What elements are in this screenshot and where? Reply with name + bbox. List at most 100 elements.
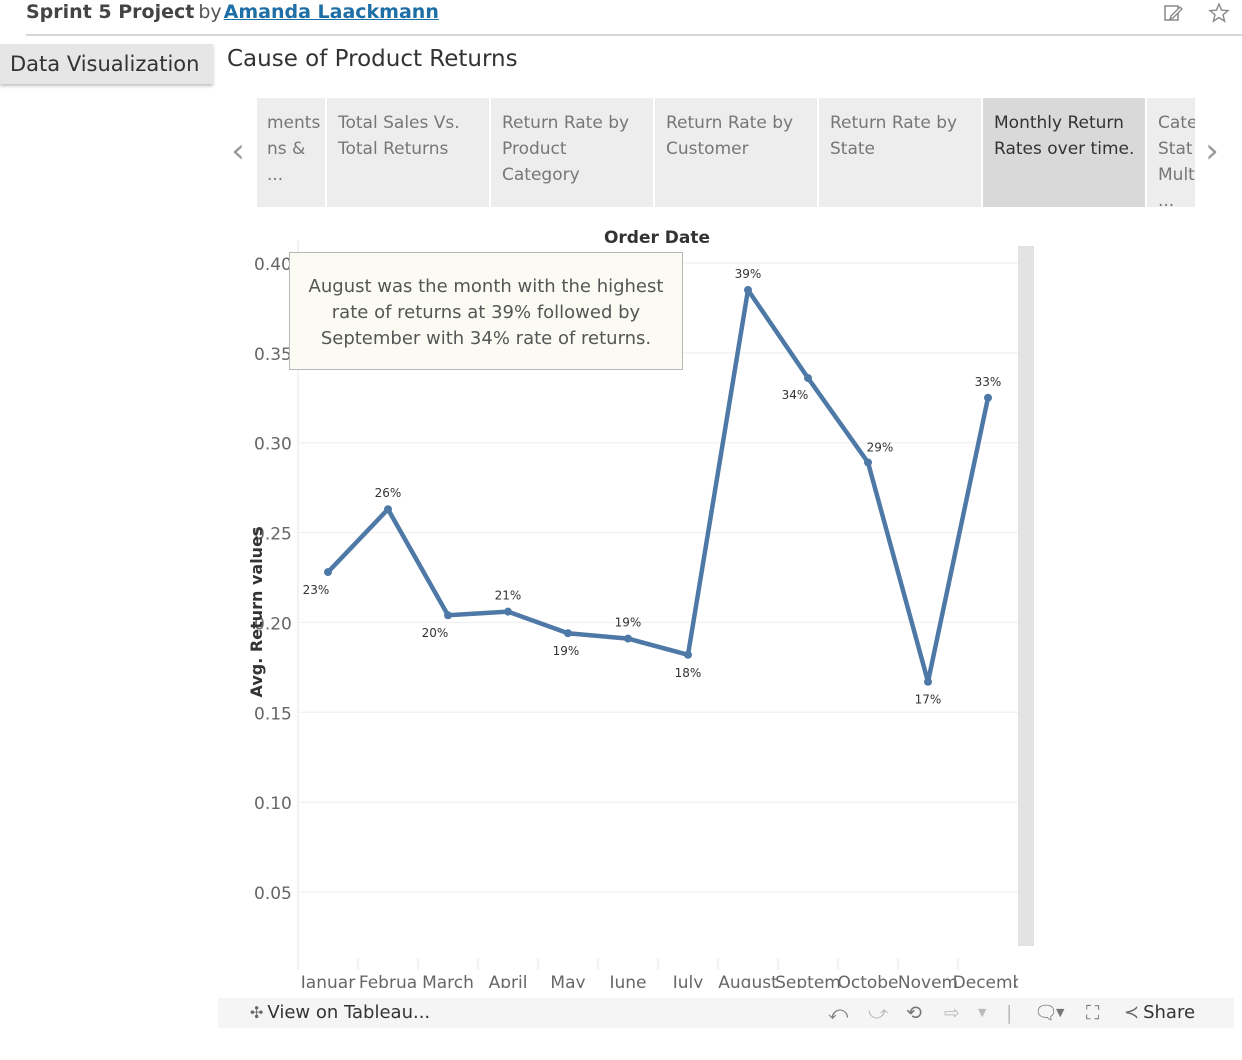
y-tick-label: 0.05 bbox=[254, 884, 292, 904]
x-tick-label: April bbox=[489, 973, 528, 993]
data-label: 18% bbox=[675, 666, 702, 680]
monthly-return-rate-chart: 0.05 0.10 0.15 0.20 0.25 0.30 0.35 0.40 Order Da… bbox=[247, 228, 1024, 993]
y-axis-label: Avg. Return values bbox=[247, 527, 266, 698]
data-label: 21% bbox=[495, 589, 522, 603]
chevron-right-icon[interactable]: › bbox=[1205, 131, 1219, 171]
data-point bbox=[444, 611, 452, 620]
fullscreen-icon[interactable]: ⛶ bbox=[1086, 1002, 1100, 1024]
y-tick-label: 0.35 bbox=[254, 345, 292, 365]
view-on-tableau-label: View on Tableau... bbox=[267, 1002, 431, 1023]
tab-label-line: Total Sales Vs. bbox=[338, 113, 460, 133]
share-icon: ≺ bbox=[1124, 1002, 1140, 1023]
x-tick-label: Novem bbox=[898, 973, 958, 993]
tab-label-line: ... bbox=[267, 165, 284, 185]
x-tick-label: August bbox=[718, 973, 778, 993]
chart-title: Order Date bbox=[604, 228, 710, 248]
star-icon[interactable] bbox=[1206, 0, 1232, 26]
edit-icon[interactable] bbox=[1160, 0, 1186, 26]
data-label: 23% bbox=[303, 583, 330, 597]
comment-icon[interactable]: 🗨 bbox=[1034, 1002, 1059, 1024]
y-tick-label: 0.15 bbox=[254, 704, 292, 724]
redo-icon[interactable]: ⤻ bbox=[868, 1002, 889, 1024]
tab-label-line: ments bbox=[267, 113, 321, 133]
data-point bbox=[984, 393, 992, 402]
data-label: 19% bbox=[553, 644, 580, 658]
x-tick-label: Februa bbox=[359, 973, 417, 993]
header-divider bbox=[26, 34, 1242, 36]
annotation-line: September with 34% rate of returns. bbox=[320, 328, 652, 349]
tab-total-sales-vs-returns[interactable]: Total Sales Vs. Total Returns bbox=[327, 98, 489, 207]
x-tick-label: Januar bbox=[300, 973, 355, 993]
y-tick-label: 0.20 bbox=[254, 614, 292, 634]
tab-label-line: Monthly Return bbox=[994, 113, 1124, 133]
share-label: Share bbox=[1143, 1002, 1196, 1023]
revert-icon[interactable]: ⟲ bbox=[906, 1002, 922, 1024]
y-tick-label: 0.30 bbox=[254, 435, 292, 455]
top-bar: Sprint 5 Project by Amanda Laackmann bbox=[0, 0, 1242, 36]
data-point bbox=[804, 374, 812, 383]
data-point bbox=[924, 677, 932, 686]
tab-label-line: Customer bbox=[666, 139, 749, 159]
data-label: 19% bbox=[615, 616, 642, 630]
data-label: 39% bbox=[735, 267, 762, 281]
tableau-toolbar: ✣ View on Tableau... ⤺ ⤻ ⟲ ⇨ ▼ | 🗨 ▼ ⛶ ≺ S… bbox=[218, 998, 1234, 1028]
tab-monthly-return-rates[interactable]: Monthly Return Rates over time. bbox=[983, 98, 1145, 207]
data-point bbox=[624, 634, 632, 643]
author-link[interactable]: Amanda Laackmann bbox=[223, 1, 439, 23]
tab-label-line: Stat bbox=[1158, 139, 1193, 159]
tab-category-state[interactable]: Cate Stat Mult ... bbox=[1147, 98, 1195, 207]
tab-return-rate-state[interactable]: Return Rate by State bbox=[819, 98, 981, 207]
tab-return-rate-product-category[interactable]: Return Rate by Product Category bbox=[491, 98, 653, 207]
view-on-tableau-link[interactable]: ✣ View on Tableau... bbox=[250, 1002, 430, 1023]
tab-label-line: State bbox=[830, 139, 875, 159]
tab-label-line: Mult bbox=[1158, 165, 1195, 185]
y-tick-label: 0.25 bbox=[254, 525, 292, 545]
x-tick-label: Octobe bbox=[837, 973, 898, 993]
x-tick-label: Septem bbox=[775, 973, 841, 993]
data-point bbox=[384, 505, 392, 514]
annotation-line: rate of returns at 39% followed by bbox=[331, 302, 641, 323]
by-label: by bbox=[198, 1, 222, 23]
tab-story-point-1[interactable]: ments ns & ... bbox=[257, 98, 325, 207]
tableau-logo-icon: ✣ bbox=[250, 1003, 264, 1022]
vertical-scrollbar[interactable] bbox=[1018, 246, 1034, 946]
data-point bbox=[564, 629, 572, 638]
data-point bbox=[324, 568, 332, 577]
undo-icon[interactable]: ⤺ bbox=[828, 1002, 849, 1024]
data-label: 29% bbox=[867, 440, 894, 454]
x-tick-label: May bbox=[550, 973, 585, 993]
data-label: 34% bbox=[782, 388, 809, 402]
chevron-left-icon[interactable]: ‹ bbox=[231, 131, 245, 171]
tab-label-line: Product bbox=[502, 139, 567, 159]
tab-label-line: ns & bbox=[267, 139, 306, 159]
toolbar-divider: | bbox=[1006, 1002, 1013, 1024]
story-tabs: ments ns & ... Total Sales Vs. Total Ret… bbox=[257, 98, 1195, 207]
data-point bbox=[864, 458, 872, 467]
chevron-down-icon[interactable]: ▼ bbox=[1056, 1006, 1065, 1019]
x-tick-label: July bbox=[672, 973, 704, 993]
data-point bbox=[504, 607, 512, 616]
y-tick-label: 0.40 bbox=[254, 255, 292, 275]
data-label: 26% bbox=[375, 486, 402, 500]
data-point bbox=[744, 285, 752, 294]
share-button[interactable]: ≺ Share bbox=[1124, 1002, 1195, 1023]
tab-label-line: Rates over time. bbox=[994, 139, 1135, 159]
refresh-icon[interactable]: ⇨ bbox=[944, 1002, 960, 1024]
tab-return-rate-customer[interactable]: Return Rate by Customer bbox=[655, 98, 817, 207]
x-tick-label: Decemb bbox=[953, 973, 1024, 993]
data-visualization-button[interactable]: Data Visualization bbox=[0, 44, 213, 84]
project-name: Sprint 5 Project bbox=[26, 1, 195, 23]
data-label: 20% bbox=[422, 626, 449, 640]
x-tick-label: June bbox=[608, 973, 646, 993]
chart-annotation: August was the month with the highest ra… bbox=[289, 252, 683, 370]
chevron-down-icon[interactable]: ▼ bbox=[978, 1006, 987, 1019]
series-line bbox=[325, 287, 991, 684]
x-tick-label: March bbox=[422, 973, 474, 993]
tab-label-line: Return Rate by bbox=[830, 113, 958, 133]
tab-label-line: Category bbox=[502, 165, 580, 185]
y-tick-label: 0.10 bbox=[254, 794, 292, 814]
data-label: 33% bbox=[975, 375, 1002, 389]
tab-label-line: Total Returns bbox=[338, 139, 449, 159]
annotation-line: August was the month with the highest bbox=[308, 276, 664, 297]
tab-label-line: Return Rate by bbox=[666, 113, 794, 133]
